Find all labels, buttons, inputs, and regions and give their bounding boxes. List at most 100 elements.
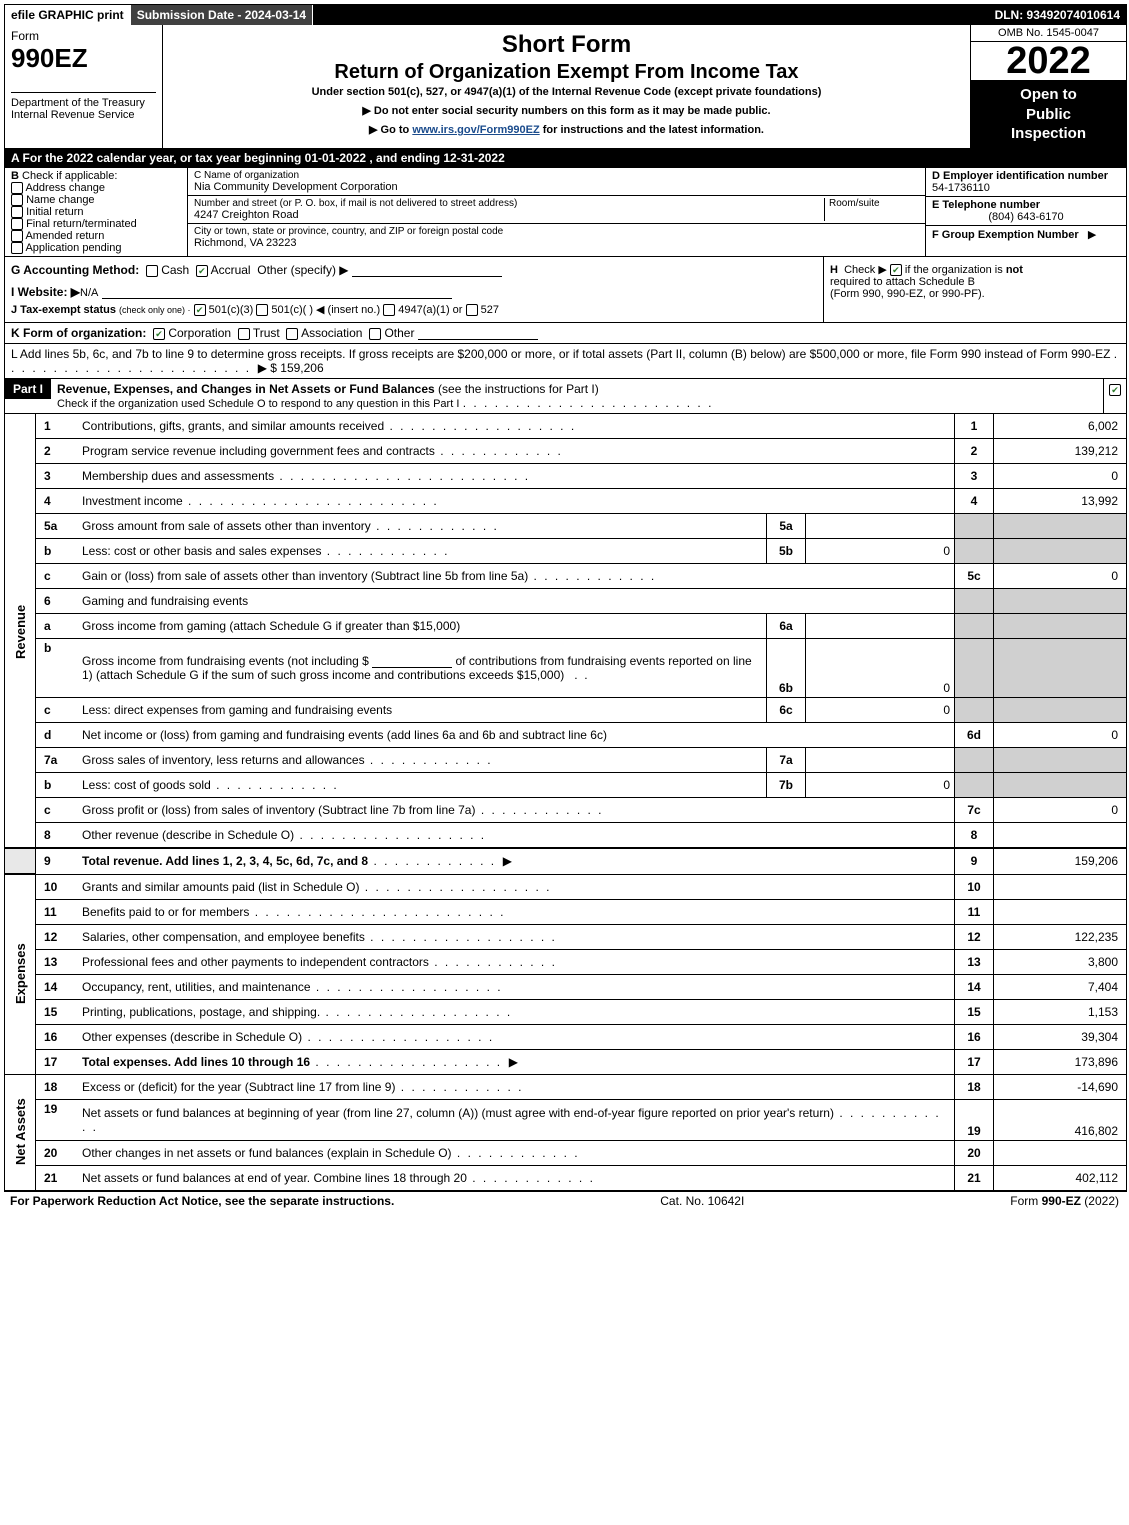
check-corporation[interactable] — [153, 328, 165, 340]
val-17: 173,896 — [994, 1049, 1127, 1074]
website-blank — [102, 298, 452, 299]
lines-table: Revenue 1 Contributions, gifts, grants, … — [5, 414, 1126, 1191]
part-1-check — [1103, 379, 1126, 413]
subval-6c: 0 — [806, 698, 955, 723]
website-value: N/A — [80, 287, 98, 299]
line-6d: d Net income or (loss) from gaming and f… — [5, 723, 1126, 748]
line-5b: b Less: cost or other basis and sales ex… — [5, 539, 1126, 564]
check-schedule-o[interactable] — [1109, 384, 1121, 396]
val-4: 13,992 — [994, 489, 1127, 514]
other-specify-blank[interactable] — [352, 276, 502, 277]
netassets-side-label: Net Assets — [5, 1074, 36, 1190]
val-21: 402,112 — [994, 1165, 1127, 1190]
arrow-icon: ▶ — [1088, 229, 1096, 241]
group-exemption-label: F Group Exemption Number — [932, 229, 1079, 241]
header-center: Short Form Return of Organization Exempt… — [163, 25, 971, 148]
part-1-title: Revenue, Expenses, and Changes in Net As… — [51, 379, 1103, 413]
section-h: H Check ▶ if the organization is not req… — [823, 257, 1126, 322]
check-other-org[interactable] — [369, 328, 381, 340]
bullet-ssn: ▶ Do not enter social security numbers o… — [171, 104, 962, 117]
footer-catno: Cat. No. 10642I — [660, 1194, 744, 1208]
check-4947[interactable] — [383, 304, 395, 316]
subtitle: Under section 501(c), 527, or 4947(a)(1)… — [171, 86, 962, 98]
val-13: 3,800 — [994, 949, 1127, 974]
form-990ez: efile GRAPHIC print Submission Date - 20… — [4, 4, 1127, 1192]
line-a: A For the 2022 calendar year, or tax yea… — [5, 149, 1126, 168]
check-name-change[interactable] — [11, 194, 23, 206]
line-7b: b Less: cost of goods sold 7b 0 — [5, 773, 1126, 798]
check-amended-return[interactable] — [11, 230, 23, 242]
subval-6b: 0 — [806, 639, 955, 698]
city-label: City or town, state or province, country… — [194, 226, 919, 237]
line-l-amount: ▶ $ 159,206 — [258, 361, 324, 375]
bullet-goto: ▶ Go to www.irs.gov/Form990EZ for instru… — [171, 123, 962, 136]
efile-print-label[interactable]: efile GRAPHIC print — [5, 5, 131, 25]
line-18: Net Assets 18 Excess or (deficit) for th… — [5, 1074, 1126, 1099]
phone-value: (804) 643-6170 — [932, 211, 1120, 223]
i-label: I Website: ▶ — [11, 285, 80, 299]
val-19: 416,802 — [994, 1099, 1127, 1140]
org-city: Richmond, VA 23223 — [194, 237, 919, 249]
line-7a: 7a Gross sales of inventory, less return… — [5, 748, 1126, 773]
j-label: J Tax-exempt status — [11, 304, 116, 316]
check-sched-b[interactable] — [890, 264, 902, 276]
section-gh: G Accounting Method: Cash Accrual Other … — [5, 257, 1126, 323]
part-1-header: Part I Revenue, Expenses, and Changes in… — [5, 379, 1126, 414]
line-6c: c Less: direct expenses from gaming and … — [5, 698, 1126, 723]
line-19: 19 Net assets or fund balances at beginn… — [5, 1099, 1126, 1140]
val-6d: 0 — [994, 723, 1127, 748]
form-word: Form — [11, 29, 39, 43]
dept-treasury: Department of the Treasury — [11, 97, 145, 109]
top-bar: efile GRAPHIC print Submission Date - 20… — [5, 5, 1126, 25]
footer-left: For Paperwork Reduction Act Notice, see … — [10, 1194, 394, 1208]
line-12: 12 Salaries, other compensation, and emp… — [5, 924, 1126, 949]
val-9: 159,206 — [994, 848, 1127, 874]
val-5c: 0 — [994, 564, 1127, 589]
section-b: B Check if applicable: Address change Na… — [5, 168, 188, 257]
check-501c[interactable] — [256, 304, 268, 316]
check-address-change[interactable] — [11, 182, 23, 194]
ein-value: 54-1736110 — [932, 182, 990, 194]
irs-label: Internal Revenue Service — [11, 109, 135, 121]
subval-5a — [806, 514, 955, 539]
part-1-label: Part I — [5, 379, 51, 399]
irs-link[interactable]: www.irs.gov/Form990EZ — [412, 124, 539, 136]
val-16: 39,304 — [994, 1024, 1127, 1049]
check-association[interactable] — [286, 328, 298, 340]
check-final-return[interactable] — [11, 218, 23, 230]
check-527[interactable] — [466, 304, 478, 316]
val-10 — [994, 874, 1127, 899]
check-trust[interactable] — [238, 328, 250, 340]
line-3: 3 Membership dues and assessments 3 0 — [5, 464, 1126, 489]
line-17: 17 Total expenses. Add lines 10 through … — [5, 1049, 1126, 1074]
org-address: 4247 Creighton Road — [194, 209, 820, 221]
other-org-blank[interactable] — [418, 339, 538, 340]
line-4: 4 Investment income 4 13,992 — [5, 489, 1126, 514]
footer-right: Form 990-EZ (2022) — [1010, 1194, 1119, 1208]
val-8 — [994, 823, 1127, 849]
title-return: Return of Organization Exempt From Incom… — [171, 61, 962, 84]
submission-date: Submission Date - 2024-03-14 — [131, 5, 313, 25]
check-application-pending[interactable] — [11, 242, 23, 254]
check-501c3[interactable] — [194, 304, 206, 316]
line-k: K Form of organization: Corporation Trus… — [5, 323, 1126, 344]
val-3: 0 — [994, 464, 1127, 489]
val-20 — [994, 1140, 1127, 1165]
line-6b: b Gross income from fundraising events (… — [5, 639, 1126, 698]
line-6: 6 Gaming and fundraising events — [5, 589, 1126, 614]
org-name: Nia Community Development Corporation — [194, 181, 919, 193]
line-16: 16 Other expenses (describe in Schedule … — [5, 1024, 1126, 1049]
check-initial-return[interactable] — [11, 206, 23, 218]
footer: For Paperwork Reduction Act Notice, see … — [4, 1192, 1125, 1210]
header-left: Form 990EZ Department of the Treasury In… — [5, 25, 163, 148]
form-number: 990EZ — [11, 43, 88, 73]
check-cash[interactable] — [146, 265, 158, 277]
line-2: 2 Program service revenue including gove… — [5, 439, 1126, 464]
subval-6a — [806, 614, 955, 639]
line-1: Revenue 1 Contributions, gifts, grants, … — [5, 414, 1126, 439]
subval-5b: 0 — [806, 539, 955, 564]
val-12: 122,235 — [994, 924, 1127, 949]
line-l: L Add lines 5b, 6c, and 7b to line 9 to … — [5, 344, 1126, 379]
check-accrual[interactable] — [196, 265, 208, 277]
open-to-public: Open to Public Inspection — [971, 81, 1126, 148]
